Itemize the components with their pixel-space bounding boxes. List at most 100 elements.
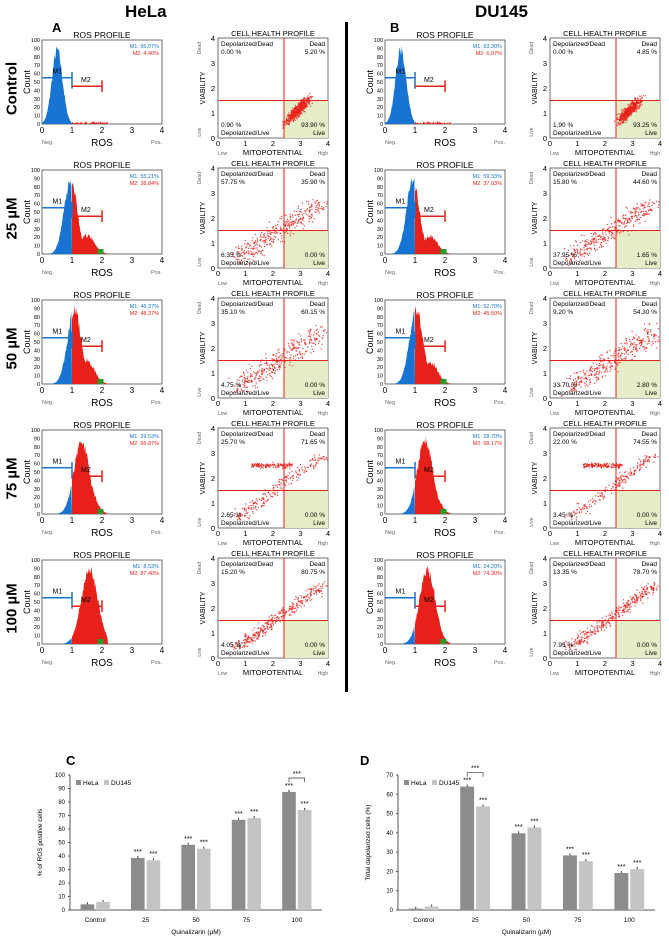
- y-tick-label: 80: [377, 575, 383, 581]
- scatter-point: [645, 213, 647, 216]
- scatter-point: [314, 340, 316, 342]
- y-tick-label: 70: [34, 63, 40, 69]
- scatter-point: [603, 358, 606, 361]
- scatter-point: [258, 365, 260, 367]
- scatter-point: [295, 472, 297, 474]
- scatter-point: [635, 334, 637, 336]
- scatter-point: [297, 466, 299, 469]
- scatter-point: [616, 465, 619, 467]
- quadrant-label-depolarized-live: Depolarized/Live: [221, 130, 270, 137]
- histogram-m1-area: [385, 626, 415, 644]
- scatter-point: [243, 372, 245, 374]
- scatter-point: [614, 466, 616, 468]
- scatter-point: [605, 627, 608, 629]
- scatter-point: [583, 506, 585, 508]
- pos-label: Pos.: [151, 270, 162, 276]
- x-tick-label: 3: [473, 386, 478, 395]
- ros-title: ROS PROFILE: [73, 552, 130, 560]
- scatter-point: [253, 245, 255, 248]
- scatter-point: [315, 208, 317, 211]
- scatter-point: [255, 376, 257, 378]
- scatter-point: [300, 335, 302, 337]
- scatter-point: [321, 337, 323, 339]
- scatter-point: [603, 365, 605, 368]
- scatter-point: [617, 218, 620, 220]
- scatter-point: [238, 379, 240, 381]
- y-tick-label: 3: [211, 579, 215, 588]
- y-tick-label: 60: [34, 462, 40, 468]
- scatter-point: [584, 240, 586, 243]
- scatter-point: [636, 97, 638, 99]
- scatter-point: [627, 222, 629, 224]
- scatter-point: [617, 231, 619, 233]
- scatter-point: [315, 329, 318, 332]
- cell-health-scatter-du145: CELL HEALTH PROFILEDepolarized/Dead0.00 …: [529, 30, 662, 157]
- y-tick-label: 20: [377, 235, 383, 241]
- quadrant-value-depolarized-live: 7.95 %: [553, 642, 573, 649]
- quadrant-value-depolarized-live: 6.35 %: [221, 252, 241, 259]
- scatter-point: [586, 636, 588, 639]
- scatter-point: [274, 621, 277, 623]
- scatter-point: [314, 344, 317, 346]
- quadrant-value-dead: 78.70 %: [633, 569, 657, 576]
- ros-title: ROS PROFILE: [416, 32, 473, 40]
- m2-percent: M2: 66.87%: [130, 441, 159, 447]
- x-axis-title: MITOPOTENTIAL: [575, 148, 635, 157]
- scatter-point: [315, 332, 317, 335]
- scatter-point: [583, 465, 586, 467]
- scatter-point: [646, 456, 648, 458]
- y-tick-label: 1: [211, 499, 215, 508]
- scatter-point: [287, 342, 290, 345]
- histogram-tail: [97, 638, 104, 644]
- scatter-point: [629, 470, 632, 472]
- scatter-point: [625, 351, 628, 353]
- scatter-point: [275, 227, 277, 229]
- scatter-point: [257, 634, 259, 637]
- scatter-point: [292, 355, 295, 357]
- high-label: High: [650, 411, 661, 417]
- scatter-point: [254, 244, 256, 246]
- scatter-point: [301, 353, 304, 355]
- quadrant-label-dead: Dead: [309, 431, 325, 438]
- quadrant-value-live: 93.90 %: [301, 122, 325, 129]
- quadrant-value-depolarized-dead: 13.35 %: [553, 569, 577, 576]
- quadrant-value-depolarized-dead: 22.00 %: [553, 439, 577, 446]
- scatter-point: [597, 378, 600, 380]
- y-tick-label: 40: [377, 478, 383, 484]
- scatter-point: [603, 495, 606, 497]
- scatter-point: [270, 243, 272, 245]
- scatter-point: [246, 645, 249, 648]
- scatter-point: [300, 338, 302, 340]
- scatter-point: [301, 603, 304, 605]
- scatter-point: [651, 201, 654, 203]
- scatter-point: [590, 232, 592, 235]
- y-tick-label: 40: [34, 478, 40, 484]
- scatter-point: [264, 353, 267, 355]
- scatter-point: [272, 241, 275, 244]
- dead-axis-label: Dead: [529, 302, 535, 314]
- scatter-point: [273, 372, 276, 374]
- scatter-point: [241, 245, 243, 248]
- scatter-point: [631, 212, 634, 214]
- scatter-point: [626, 117, 628, 119]
- scatter-point: [307, 201, 310, 203]
- scatter-point: [278, 356, 281, 358]
- scatter-point: [288, 351, 290, 353]
- scatter-point: [639, 208, 641, 210]
- scatter-point: [314, 459, 316, 462]
- scatter-point: [304, 343, 307, 345]
- scatter-point: [309, 341, 311, 343]
- scatter-point: [289, 235, 291, 237]
- scatter-point: [626, 220, 629, 222]
- scatter-point: [298, 604, 301, 607]
- scatter-point: [623, 348, 625, 350]
- scatter-point: [600, 236, 602, 238]
- scatter-point: [268, 236, 271, 238]
- scatter-point: [601, 228, 604, 231]
- scatter-point: [623, 475, 625, 478]
- scatter-point: [301, 104, 304, 106]
- y-tick-label: 1: [543, 239, 547, 248]
- scatter-point: [653, 587, 655, 589]
- scatter-point: [256, 240, 259, 242]
- cell-health-title: CELL HEALTH PROFILE: [231, 290, 315, 298]
